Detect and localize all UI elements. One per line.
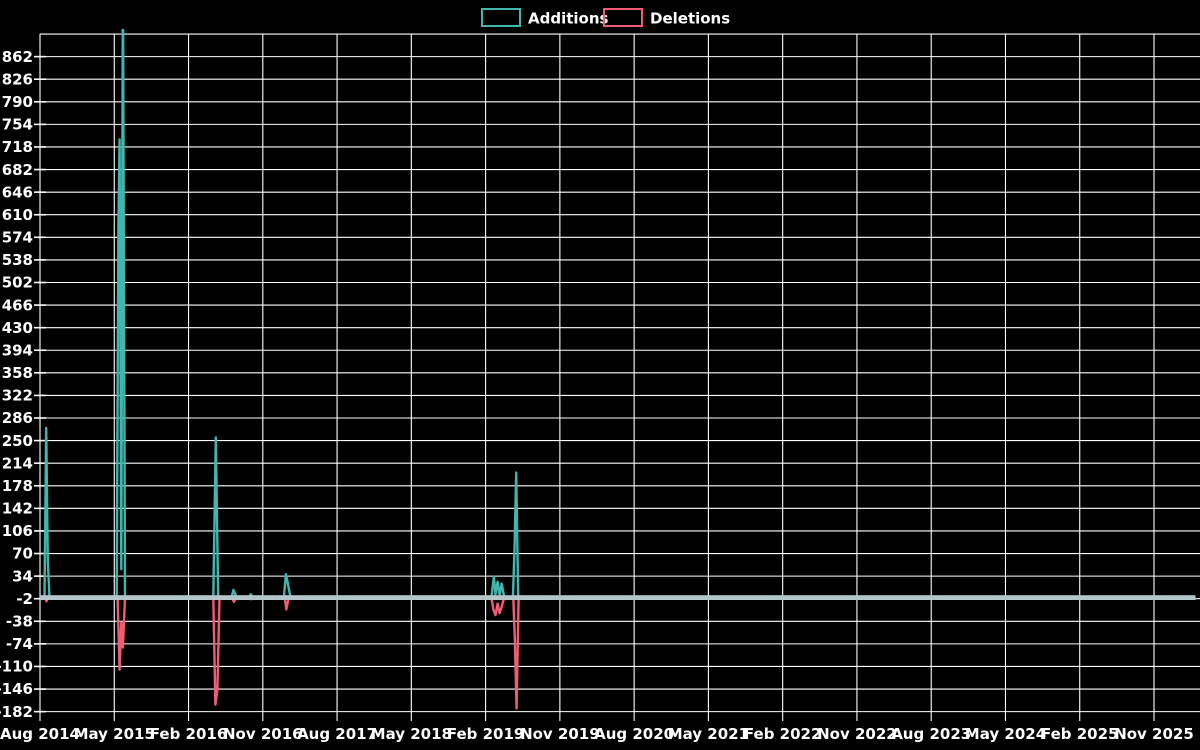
y-tick-label: 178 (2, 477, 33, 495)
deletions-line (40, 596, 1196, 710)
y-tick-label: 574 (2, 229, 33, 247)
x-tick-label: Aug 2020 (594, 725, 674, 743)
y-tick-label: -146 (0, 680, 33, 698)
zero-baseline-band (40, 595, 1196, 600)
y-tick-label: 466 (2, 296, 33, 314)
y-tick-label: 142 (2, 500, 33, 518)
legend-additions-swatch[interactable] (481, 8, 521, 27)
y-tick-label: 862 (2, 48, 33, 66)
legend: Additions Deletions (481, 8, 730, 28)
y-tick-label: -74 (6, 635, 33, 653)
horizontal-gridlines (34, 33, 1200, 713)
legend-deletions-label[interactable]: Deletions (650, 10, 730, 28)
data-series (40, 29, 1196, 710)
y-axis-tick-labels: 862 826 790 754 718 682 646 610 574 538 502 466 430 3… (0, 48, 33, 721)
y-tick-label: 286 (2, 409, 33, 427)
x-tick-label: Nov 2025 (1114, 725, 1194, 743)
x-tick-label: May 2018 (371, 725, 452, 743)
y-tick-label: 718 (2, 138, 33, 156)
y-tick-label: 106 (2, 522, 33, 540)
y-tick-label: -38 (6, 612, 33, 630)
vertical-gridlines (39, 34, 1155, 721)
x-tick-label: May 2024 (965, 725, 1046, 743)
x-tick-label: Aug 2023 (891, 725, 971, 743)
x-tick-label: Aug 2017 (297, 725, 377, 743)
y-tick-label: 214 (2, 454, 33, 472)
x-tick-label: Feb 2022 (744, 725, 822, 743)
x-tick-label: May 2021 (668, 725, 749, 743)
y-tick-label: -110 (0, 658, 33, 676)
additions-line (40, 29, 1196, 599)
y-tick-label: 430 (2, 319, 33, 337)
y-tick-label: 358 (2, 364, 33, 382)
y-tick-label: 754 (2, 116, 33, 134)
x-tick-label: Nov 2022 (817, 725, 897, 743)
x-tick-label: Feb 2016 (150, 725, 228, 743)
y-tick-label: -182 (0, 703, 33, 721)
y-tick-label: 826 (2, 70, 33, 88)
x-tick-label: Nov 2019 (520, 725, 600, 743)
x-tick-label: Nov 2016 (223, 725, 303, 743)
x-tick-label: Feb 2019 (447, 725, 525, 743)
legend-deletions-swatch[interactable] (603, 8, 643, 27)
y-tick-label: 34 (12, 567, 33, 585)
y-tick-label: 682 (2, 161, 33, 179)
x-tick-label: Aug 2014 (0, 725, 80, 743)
legend-additions-label[interactable]: Additions (528, 10, 609, 28)
y-tick-label: 250 (2, 432, 33, 450)
y-tick-label: 322 (2, 387, 33, 405)
x-tick-label: Feb 2025 (1041, 725, 1119, 743)
x-tick-label: May 2015 (74, 725, 155, 743)
y-tick-label: 610 (2, 206, 33, 224)
y-tick-label: 502 (2, 274, 33, 292)
y-tick-label: 394 (2, 341, 33, 359)
y-tick-label: 790 (2, 93, 33, 111)
y-tick-label: -2 (16, 590, 33, 608)
y-tick-label: 646 (2, 183, 33, 201)
y-tick-label: 70 (12, 545, 33, 563)
y-tick-label: 538 (2, 251, 33, 269)
